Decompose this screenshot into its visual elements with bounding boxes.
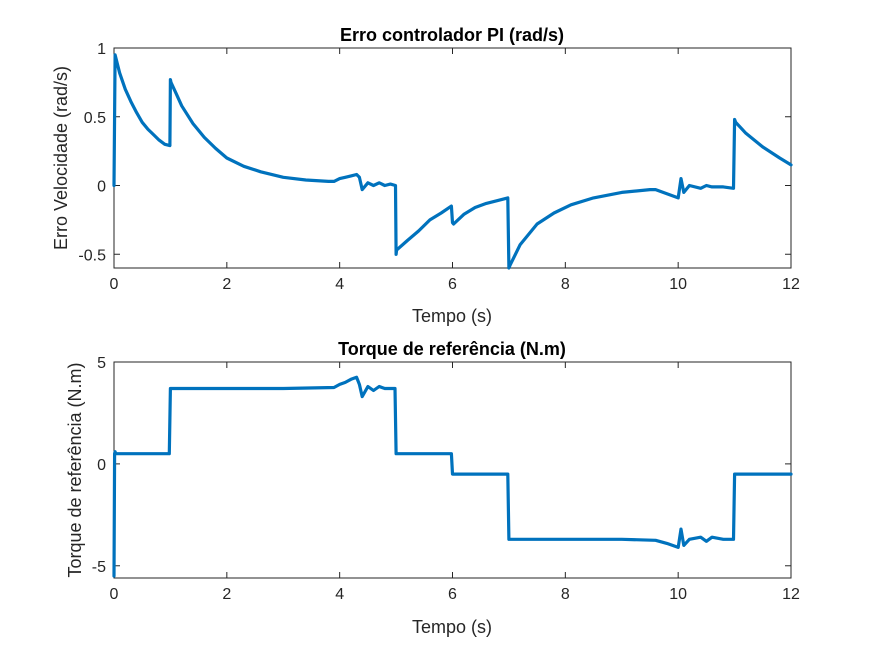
series-group-error — [112, 53, 793, 270]
series-line-error — [112, 53, 793, 270]
x-tick-label: 4 — [335, 586, 344, 603]
x-tick-label: 6 — [448, 586, 457, 603]
x-tick-label: 0 — [110, 586, 119, 603]
y-tick-label: 5 — [97, 355, 106, 372]
y-tick-label: 0 — [97, 179, 106, 196]
x-axis-label-torque: Tempo (s) — [412, 617, 492, 637]
x-tick-label: 10 — [669, 586, 687, 603]
y-tick-label: -0.5 — [78, 247, 106, 264]
y-axis-label-error: Erro Velocidade (rad/s) — [51, 66, 71, 250]
x-tick-label: 0 — [110, 276, 119, 293]
series-line-torque — [112, 375, 793, 578]
ticks-torque: 0 2 4 6 8 10 12-505 — [92, 355, 800, 603]
plot-area-error — [113, 47, 792, 269]
x-tick-label: 2 — [222, 276, 231, 293]
y-tick-label: -5 — [92, 559, 106, 576]
x-tick-label: 12 — [782, 276, 800, 293]
y-tick-label: 1 — [97, 41, 106, 58]
x-tick-label: 6 — [448, 276, 457, 293]
x-tick-label: 2 — [222, 586, 231, 603]
x-tick-label: 8 — [561, 586, 570, 603]
x-tick-label: 10 — [669, 276, 687, 293]
y-tick-label: 0 — [97, 457, 106, 474]
x-tick-label: 12 — [782, 586, 800, 603]
axes-error-chart: Erro controlador PI (rad/s) Tempo (s) Er… — [51, 25, 800, 326]
x-axis-label-error: Tempo (s) — [412, 306, 492, 326]
series-group-torque — [112, 375, 793, 578]
x-tick-label: 4 — [335, 276, 344, 293]
axes-torque-chart: Torque de referência (N.m) Tempo (s) Tor… — [65, 339, 800, 637]
chart-title-error: Erro controlador PI (rad/s) — [340, 25, 564, 45]
x-tick-label: 8 — [561, 276, 570, 293]
y-axis-label-torque: Torque de referência (N.m) — [65, 362, 85, 577]
chart-title-torque: Torque de referência (N.m) — [338, 339, 566, 359]
y-tick-label: 0.5 — [84, 110, 106, 127]
